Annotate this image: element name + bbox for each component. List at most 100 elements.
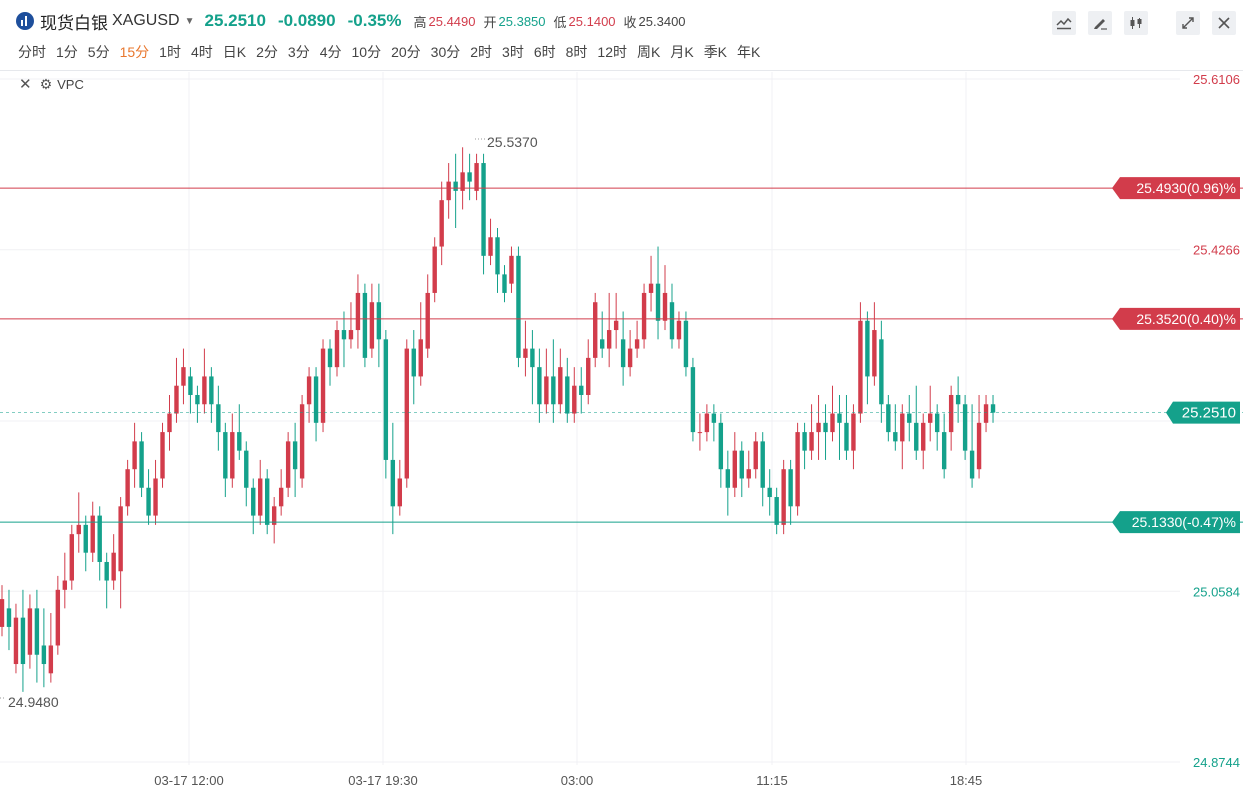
- candle-body: [292, 441, 298, 470]
- price-change: -0.0890: [277, 11, 336, 30]
- period-tab[interactable]: 4时: [190, 44, 213, 60]
- period-tab[interactable]: 8时: [565, 44, 588, 60]
- candle-body: [921, 422, 926, 451]
- candle-body: [265, 478, 270, 525]
- period-tab[interactable]: 20分: [391, 44, 421, 60]
- period-tab[interactable]: 6时: [533, 44, 556, 60]
- indicator-bar: ✕ ⚙ VPC: [19, 75, 84, 94]
- candle-body: [104, 561, 109, 581]
- period-tab[interactable]: 3分: [287, 44, 310, 60]
- x-tick-label: 11:15: [756, 773, 788, 788]
- candle-body: [146, 487, 151, 516]
- candle-body: [599, 339, 605, 349]
- remove-indicator-icon[interactable]: ✕: [19, 76, 32, 93]
- candle-body: [216, 404, 221, 433]
- period-tab[interactable]: 10分: [351, 44, 382, 60]
- candle-body: [739, 450, 744, 479]
- candle-body: [586, 357, 591, 395]
- candle-body: [223, 432, 228, 479]
- chevron-down-icon[interactable]: ▼: [184, 15, 195, 27]
- candle-body: [802, 432, 807, 451]
- period-tab[interactable]: 年K: [737, 44, 761, 60]
- x-tick-label: 03-17 19:30: [348, 773, 417, 788]
- candle-body: [118, 506, 123, 572]
- period-tab[interactable]: 周K: [637, 44, 661, 60]
- price-line-tag[interactable]: [1112, 511, 1240, 534]
- line-chart-icon[interactable]: [1052, 11, 1076, 35]
- candle-body: [439, 200, 444, 247]
- candle-body: [41, 645, 47, 665]
- candle-body: [941, 432, 947, 470]
- candle-body: [425, 292, 430, 349]
- candle-body: [746, 469, 751, 479]
- candle-body: [711, 413, 717, 423]
- period-tab[interactable]: 3时: [502, 44, 524, 60]
- candle-body: [551, 376, 556, 405]
- period-tab[interactable]: 5分: [87, 44, 110, 60]
- period-tab[interactable]: 1时: [159, 44, 181, 60]
- current-price-tag[interactable]: [1166, 401, 1240, 424]
- max-price-label: 25.5370: [487, 134, 538, 150]
- candle-body: [725, 469, 731, 488]
- instrument-symbol[interactable]: XAGUSD: [112, 12, 180, 29]
- candle-body: [383, 339, 389, 460]
- period-tab[interactable]: 日K: [222, 44, 247, 60]
- price-line-tag[interactable]: [1112, 177, 1240, 200]
- candle-body: [418, 339, 423, 377]
- close-value: 25.3400: [638, 13, 686, 29]
- candle-body: [195, 394, 200, 405]
- close-icon[interactable]: [1212, 11, 1236, 35]
- candle-body: [872, 330, 877, 377]
- candle-body: [278, 487, 284, 507]
- candle-body: [893, 432, 898, 442]
- period-tab[interactable]: 15分: [119, 44, 150, 60]
- candle-body: [523, 348, 528, 358]
- period-tab[interactable]: 12时: [597, 44, 627, 60]
- period-tab[interactable]: 季K: [703, 44, 728, 60]
- candle-body: [502, 274, 507, 293]
- candle-body: [879, 339, 884, 405]
- candles-icon[interactable]: [1124, 11, 1148, 35]
- period-tab[interactable]: 2分: [256, 44, 278, 60]
- candle-body: [760, 441, 765, 488]
- candle-body: [111, 552, 116, 581]
- candle-body: [481, 163, 486, 256]
- candle-body: [188, 376, 193, 395]
- period-tab[interactable]: 30分: [430, 44, 461, 60]
- period-tab[interactable]: 分时: [18, 44, 46, 60]
- period-tab[interactable]: 1分: [56, 44, 78, 60]
- period-tab[interactable]: 4分: [319, 44, 342, 60]
- candle-body: [565, 376, 570, 414]
- candle-body: [844, 422, 849, 451]
- candle-body: [767, 487, 772, 498]
- draw-icon[interactable]: [1088, 11, 1112, 35]
- price-line-label: 25.1330(-0.47)%: [1132, 514, 1236, 530]
- candle-body: [258, 478, 263, 516]
- period-tab[interactable]: 月K: [670, 44, 694, 60]
- candle-body: [411, 348, 416, 377]
- candle-body: [13, 617, 19, 665]
- candle-body: [299, 404, 305, 479]
- candle-body: [907, 413, 912, 423]
- candle-body: [446, 181, 451, 201]
- candle-body: [271, 506, 277, 525]
- candle-body: [697, 432, 703, 434]
- gear-icon[interactable]: ⚙: [39, 75, 53, 92]
- candle-body: [181, 367, 186, 386]
- candle-body: [125, 469, 130, 507]
- candle-body: [690, 367, 696, 433]
- candle-body: [83, 524, 88, 553]
- candle-body: [544, 376, 549, 405]
- candle-body: [837, 413, 842, 423]
- candle-body: [509, 255, 514, 284]
- price-line-tag[interactable]: [1112, 307, 1240, 330]
- candle-body: [669, 302, 675, 340]
- candle-body: [390, 459, 396, 507]
- candle-body: [641, 292, 647, 340]
- candle-body: [558, 367, 563, 405]
- candle-body: [613, 320, 619, 331]
- candle-body: [816, 422, 821, 433]
- period-tab[interactable]: 2时: [470, 44, 493, 60]
- expand-icon[interactable]: [1176, 11, 1200, 35]
